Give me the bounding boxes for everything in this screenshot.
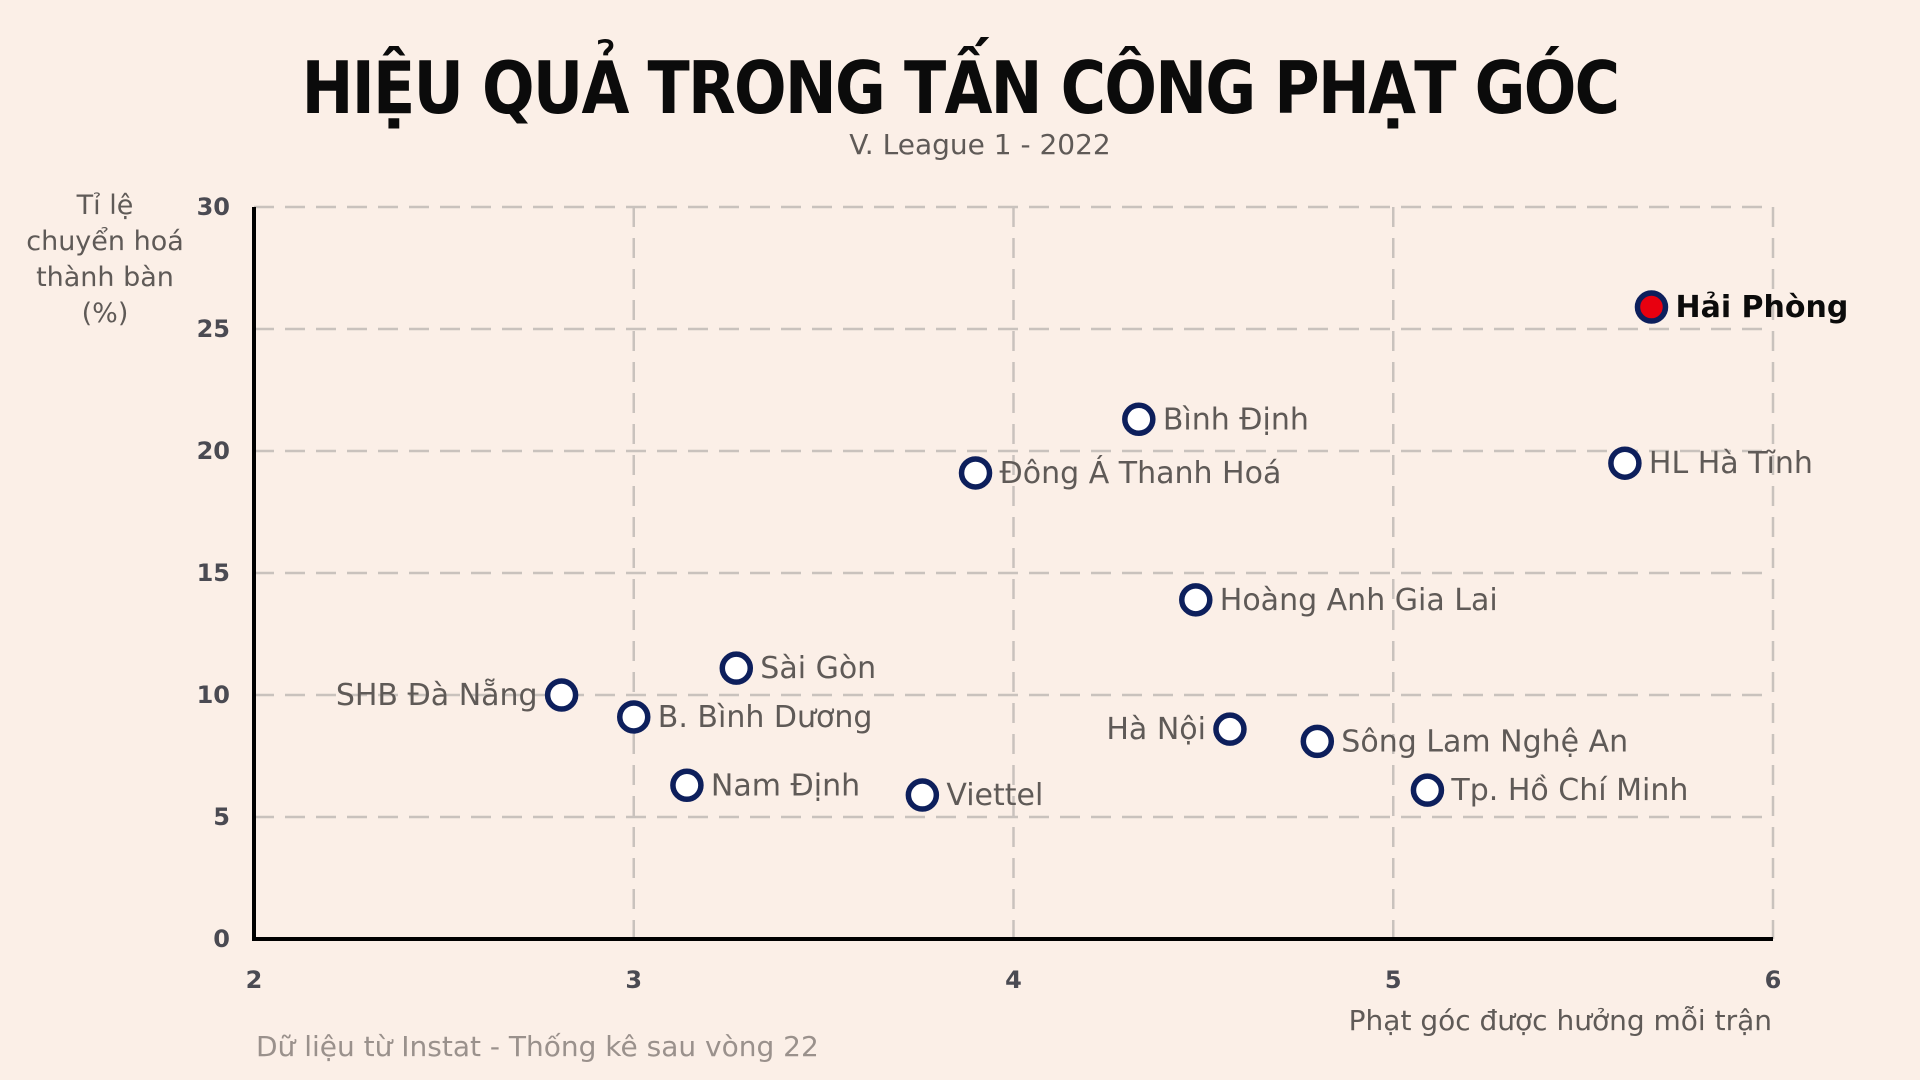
chart-title: HIỆU QUẢ TRONG TẤN CÔNG PHẠT GÓC: [301, 46, 1620, 130]
y-axis-label-line: chuyển hoá: [26, 226, 184, 257]
source-note: Dữ liệu từ Instat - Thống kê sau vòng 22: [256, 1030, 819, 1063]
y-axis-label-line: (%): [81, 298, 129, 329]
point-marker: [1300, 724, 1335, 759]
point-marker: [1213, 712, 1247, 746]
y-tick-label: 5: [213, 803, 230, 831]
point-marker: [1122, 402, 1156, 437]
point-marker: [1634, 290, 1669, 324]
x-tick-label: 6: [1765, 966, 1782, 994]
y-tick-label: 20: [197, 437, 230, 465]
y-tick-label: 15: [197, 559, 230, 587]
data-point: Hải Phòng: [1634, 290, 1848, 325]
point-marker: [617, 700, 651, 734]
tick-labels: 0 5 10 15 20 25 30 2 3 4 5 6: [197, 193, 1782, 994]
data-point: Viettel: [905, 778, 1043, 813]
data-point: B. Bình Dương: [617, 700, 873, 735]
y-axis-label: Tỉ lệ chuyển hoá thành bàn (%): [10, 188, 200, 332]
point-label: Đông Á Thanh Hoá: [1000, 455, 1282, 491]
data-point: SHB Đà Nẵng: [336, 678, 579, 713]
x-axis-label: Phạt góc được hưởng mỗi trận: [1348, 1004, 1772, 1037]
data-points: Hải Phòng HL Hà Tĩnh Bình Định Đông Á Thanh…: [336, 290, 1849, 813]
point-label: Nam Định: [711, 768, 860, 803]
point-marker: [1410, 773, 1445, 807]
x-tick-label: 4: [1005, 966, 1022, 994]
data-point: Hà Nội: [1106, 712, 1247, 747]
y-tick-label: 30: [197, 193, 230, 221]
data-point: Tp. Hồ Chí Minh: [1410, 773, 1688, 808]
point-label: Sông Lam Nghệ An: [1341, 724, 1628, 759]
point-label: SHB Đà Nẵng: [336, 678, 538, 713]
point-label: Hải Phòng: [1675, 290, 1848, 325]
data-point: Hoàng Anh Gia Lai: [1179, 583, 1498, 618]
data-point: Đông Á Thanh Hoá: [958, 455, 1282, 491]
point-marker: [1608, 446, 1642, 480]
y-axis-label-line: Tỉ lệ: [76, 190, 134, 221]
grid-lines: [254, 205, 1775, 939]
point-label: Hoàng Anh Gia Lai: [1220, 583, 1498, 618]
y-tick-label: 25: [197, 315, 230, 343]
point-label: Sài Gòn: [760, 651, 876, 686]
x-tick-label: 2: [246, 966, 263, 994]
axes: [252, 207, 1773, 941]
x-tick-label: 3: [625, 966, 642, 994]
point-label: B. Bình Dương: [658, 700, 873, 735]
point-label: Tp. Hồ Chí Minh: [1450, 773, 1688, 808]
point-label: Hà Nội: [1106, 712, 1206, 747]
point-label: HL Hà Tĩnh: [1649, 446, 1813, 481]
y-axis-label-line: thành bàn: [36, 262, 174, 293]
point-marker: [1179, 583, 1213, 617]
y-tick-label: 0: [213, 925, 230, 953]
data-point: Bình Định: [1122, 402, 1309, 437]
x-tick-label: 5: [1385, 966, 1402, 994]
point-label: Bình Định: [1163, 402, 1309, 437]
point-marker: [719, 651, 754, 685]
point-marker: [670, 768, 704, 803]
point-label: Viettel: [946, 778, 1043, 813]
point-marker: [544, 678, 579, 712]
chart-subtitle: V. League 1 - 2022: [849, 128, 1111, 161]
y-tick-label: 10: [197, 681, 230, 709]
data-point: Sông Lam Nghệ An: [1300, 724, 1628, 759]
data-point: Nam Định: [670, 768, 860, 803]
point-marker: [905, 778, 940, 812]
data-point: HL Hà Tĩnh: [1608, 446, 1813, 481]
point-marker: [958, 456, 993, 490]
data-point: Sài Gòn: [719, 651, 876, 686]
